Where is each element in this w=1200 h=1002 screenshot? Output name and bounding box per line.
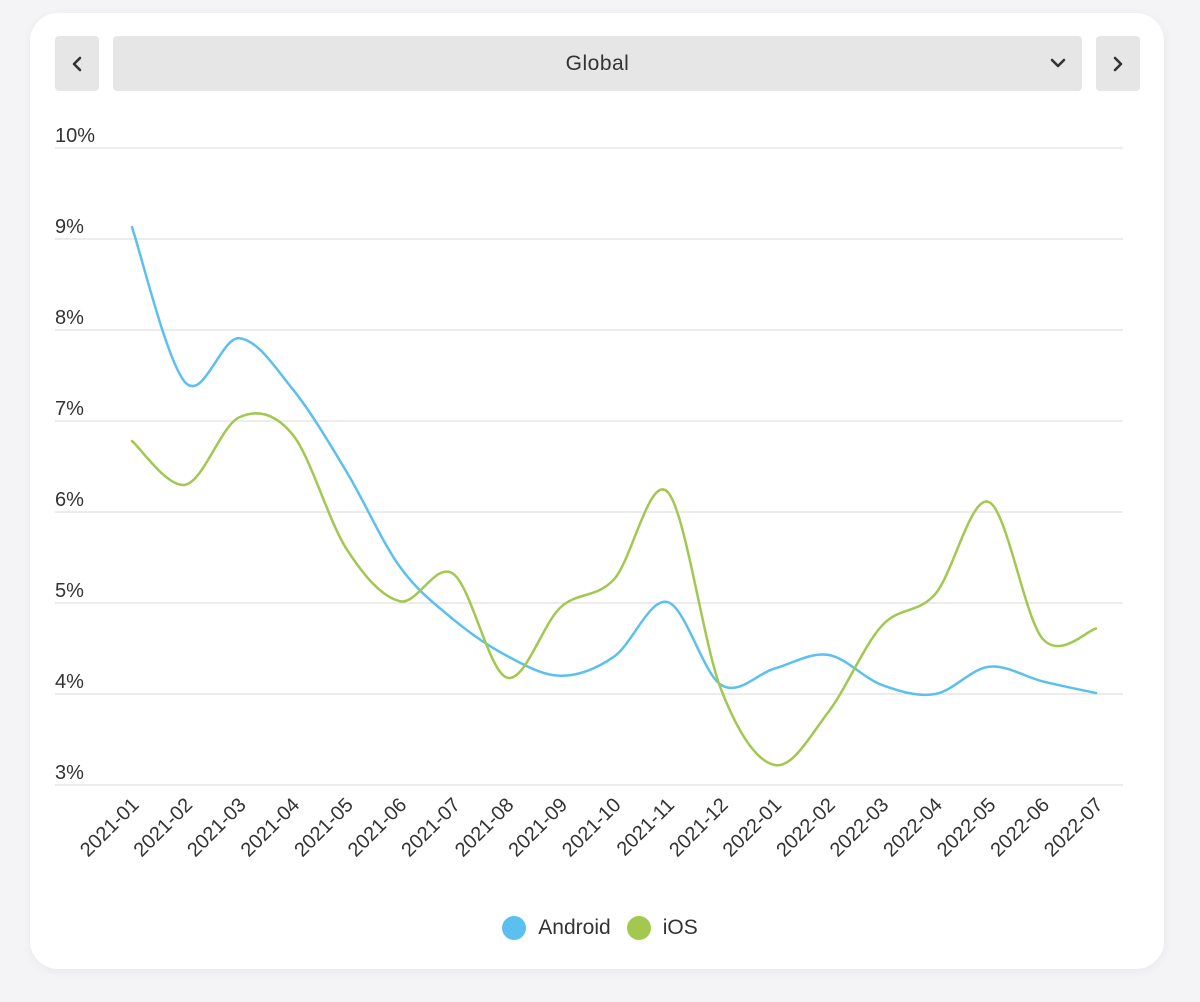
x-tick-label: 2021-05 [290, 794, 357, 861]
legend-label-android: Android [538, 916, 611, 939]
y-tick-label: 9% [55, 216, 84, 238]
legend-item-ios[interactable]: iOS [626, 916, 698, 940]
legend-swatch-ios [626, 916, 651, 940]
x-tick-label: 2021-03 [183, 794, 250, 861]
x-tick-label: 2021-04 [237, 794, 304, 861]
y-tick-label: 4% [55, 671, 84, 693]
y-tick-label: 5% [55, 580, 84, 602]
y-tick-label: 8% [55, 307, 84, 329]
x-tick-label: 2022-01 [719, 794, 786, 861]
series-lines [130, 225, 1098, 767]
region-select-value: Global [565, 51, 630, 75]
chevron-right-icon [1113, 56, 1123, 71]
y-tick-label: 3% [55, 762, 84, 784]
chevron-left-icon [72, 56, 82, 71]
x-tick-label: 2022-07 [1040, 794, 1107, 861]
legend-swatch-android [502, 916, 527, 940]
x-tick-label: 2022-05 [933, 794, 1000, 861]
x-tick-label: 2022-03 [826, 794, 893, 861]
x-tick-label: 2021-01 [76, 794, 143, 861]
gridlines [55, 147, 1123, 786]
x-tick-label: 2021-12 [665, 794, 732, 861]
y-tick-label: 10% [55, 125, 95, 147]
legend-item-android[interactable]: Android [502, 916, 611, 940]
x-tick-label: 2021-10 [558, 794, 625, 861]
x-axis-labels: 2021-012021-022021-032021-042021-052021-… [76, 794, 1107, 861]
next-button[interactable] [1096, 36, 1140, 91]
x-tick-label: 2021-02 [130, 794, 197, 861]
x-tick-label: 2021-08 [451, 794, 518, 861]
series-line-android [130, 225, 1098, 697]
x-tick-label: 2021-07 [397, 794, 464, 861]
chart-card [30, 13, 1164, 969]
x-tick-label: 2022-02 [772, 794, 839, 861]
y-axis-labels: 3% 4% 5% 6% 7% 8% 9% 10% [55, 125, 95, 784]
x-tick-label: 2022-04 [879, 794, 946, 861]
previous-button[interactable] [55, 36, 99, 91]
region-select[interactable]: Global [113, 36, 1082, 91]
legend-label-ios: iOS [662, 916, 698, 939]
series-line-ios [130, 412, 1098, 767]
x-tick-label: 2021-09 [505, 794, 572, 861]
legend: Android iOS [0, 913, 1200, 943]
y-tick-label: 7% [55, 398, 84, 420]
x-tick-label: 2021-06 [344, 794, 411, 861]
x-tick-label: 2022-06 [987, 794, 1054, 861]
y-tick-label: 6% [55, 489, 84, 511]
chevron-down-icon [1050, 58, 1066, 68]
